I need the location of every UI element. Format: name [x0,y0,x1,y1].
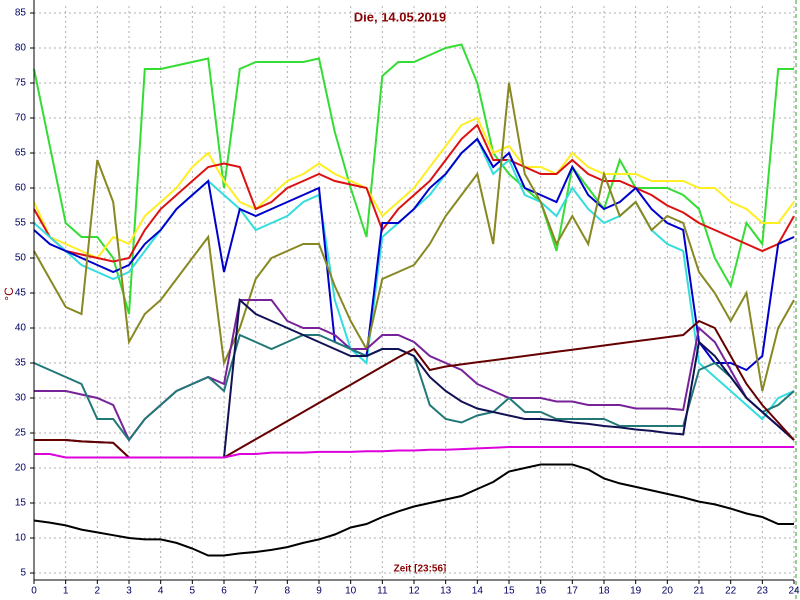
x-tick-label: 21 [693,586,705,597]
x-axis-label: Zeit [23:56] [394,564,447,575]
x-tick-label: 10 [345,586,357,597]
x-tick-label: 7 [253,586,259,597]
x-tick-label: 4 [158,586,164,597]
y-tick-label: 35 [15,358,27,369]
y-tick-label: 10 [15,533,27,544]
x-tick-label: 6 [221,586,227,597]
x-tick-label: 15 [503,586,515,597]
y-tick-label: 85 [15,8,27,19]
y-tick-label: 5 [20,568,26,579]
x-tick-label: 18 [598,586,610,597]
x-tick-label: 9 [316,586,322,597]
x-tick-label: 12 [408,586,420,597]
series-line [33,463,794,557]
x-tick-label: 23 [757,586,769,597]
x-tick-label: 22 [725,586,737,597]
x-tick-label: 14 [472,586,484,597]
y-tick-label: 30 [15,393,27,404]
x-tick-label: 16 [535,586,547,597]
x-tick-label: 13 [440,586,452,597]
series-line [33,123,795,263]
y-tick-label: 15 [15,498,27,509]
y-tick-label: 40 [15,323,27,334]
x-tick-label: 5 [190,586,196,597]
y-tick-label: 60 [15,183,27,194]
y-tick-label: 80 [15,43,27,54]
series-line [33,116,795,260]
series-line [34,446,794,459]
y-tick-label: 75 [15,78,27,89]
x-tick-label: 0 [31,586,37,597]
y-tick-label: 50 [15,253,27,264]
chart-title: Die, 14.05.2019 [354,9,447,24]
x-tick-label: 11 [377,586,388,597]
y-tick-label: 55 [15,218,27,229]
series-line [33,137,795,372]
x-tick-label: 1 [63,586,69,597]
series-line [33,43,794,315]
y-axis-label: °C [2,287,16,301]
x-tick-label: 3 [126,586,132,597]
x-tick-label: 17 [567,586,579,597]
x-tick-label: 20 [662,586,674,597]
x-tick-label: 19 [630,586,642,597]
y-tick-label: 20 [15,463,27,474]
x-tick-label: 8 [285,586,291,597]
plot-lines [33,43,795,557]
y-tick-label: 45 [15,288,27,299]
y-tick-label: 65 [15,148,27,159]
series-line [33,82,795,392]
x-tick-label: 2 [95,586,101,597]
x-tick-label: 24 [788,586,800,597]
grid [33,6,795,580]
y-tick-label: 70 [15,113,27,124]
y-tick-label: 25 [15,428,27,439]
